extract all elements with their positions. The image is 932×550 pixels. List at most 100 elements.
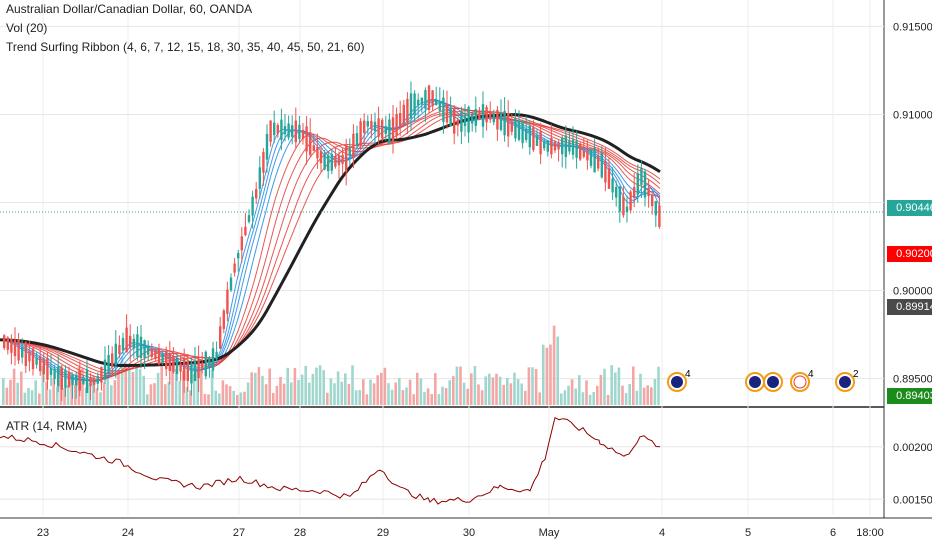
candle-body	[226, 289, 229, 314]
candle-body	[658, 205, 661, 227]
candle-body	[629, 191, 632, 211]
candle-body	[273, 122, 276, 136]
aud-event-icon[interactable]	[763, 372, 783, 392]
time-tick-label: 27	[233, 527, 245, 539]
volume-bar	[473, 366, 477, 405]
volume-bar	[311, 373, 315, 405]
candle-body	[35, 357, 38, 365]
volume-bar	[156, 372, 160, 405]
candle-body	[453, 108, 456, 134]
volume-bar	[567, 385, 570, 405]
volume-bar	[506, 377, 509, 405]
candle-body	[233, 263, 236, 273]
volume-bar	[70, 371, 73, 405]
volume-bar	[189, 390, 192, 405]
volume-bar	[534, 369, 538, 405]
candle-body	[96, 375, 99, 384]
candle-body	[265, 133, 269, 160]
candle-body	[204, 351, 207, 377]
volume-bar	[628, 383, 631, 405]
volume-bar	[599, 374, 603, 405]
aud-event-icon[interactable]: 2	[835, 369, 859, 392]
volume-bar	[340, 381, 343, 405]
candle-body	[355, 133, 359, 146]
candle-body	[341, 154, 344, 164]
volume-bar	[416, 372, 419, 405]
candle-body	[532, 127, 535, 151]
event-count: 4	[685, 369, 691, 380]
candle-body	[406, 98, 409, 123]
time-tick-label: 28	[294, 527, 306, 539]
candle-body	[114, 343, 117, 366]
candle-body	[456, 119, 459, 126]
aud-event-icon[interactable]: 4	[667, 369, 691, 392]
volume-bar	[491, 377, 495, 405]
volume-bar	[336, 371, 340, 405]
candle-body	[132, 338, 135, 349]
red-price-badge: 0.90200	[887, 246, 932, 262]
candle-body	[103, 359, 107, 380]
candle-body	[49, 367, 53, 375]
candle-body	[287, 123, 290, 138]
volume-bar	[347, 383, 351, 405]
green-price-badge: 0.89403	[887, 388, 932, 404]
candle-body	[539, 131, 542, 155]
candle-body	[413, 93, 416, 115]
volume-bar	[99, 392, 102, 405]
aud-event-icon[interactable]	[745, 372, 765, 392]
volume-bar	[563, 390, 567, 405]
volume-bar	[34, 380, 37, 405]
candle-body	[21, 346, 24, 358]
volume-bar	[128, 366, 131, 405]
candle-body	[319, 151, 323, 164]
volume-bar	[477, 384, 480, 405]
volume-bar	[16, 382, 19, 405]
candle-body	[402, 104, 405, 127]
candle-body	[611, 178, 614, 193]
volume-bar	[437, 394, 441, 405]
volume-bar	[459, 366, 462, 405]
candle-body	[478, 112, 481, 120]
candle-body	[150, 348, 153, 357]
volume-bar	[434, 373, 437, 405]
candle-body	[651, 194, 654, 207]
candle-body	[154, 350, 157, 359]
candle-body	[309, 132, 312, 155]
candle-body	[229, 277, 233, 291]
volume-bar	[354, 390, 358, 405]
candle-body	[467, 106, 470, 133]
volume-bar	[430, 394, 433, 405]
volume-bar	[513, 372, 516, 405]
candle-body	[553, 141, 557, 151]
volume-bar	[120, 356, 124, 405]
atr-indicator-label[interactable]: ATR (14, RMA)	[6, 419, 88, 433]
volume-bar	[351, 365, 354, 405]
candle-body	[211, 348, 215, 371]
volume-bar	[308, 382, 311, 405]
volume-bar	[423, 391, 426, 405]
volume-bar	[203, 393, 207, 405]
volume-bar	[329, 378, 333, 405]
volume-bar	[635, 390, 639, 405]
volume-bar	[232, 390, 235, 405]
volume-bar	[333, 383, 336, 405]
volume-bar	[297, 380, 300, 405]
volume-bar	[646, 385, 649, 405]
candle-body	[363, 120, 366, 133]
volume-bar	[236, 394, 239, 405]
candle-body	[460, 111, 463, 132]
candle-body	[550, 137, 553, 155]
volume-bar	[135, 365, 138, 405]
volume-indicator-label[interactable]: Vol (20)	[6, 21, 48, 35]
candle-body	[298, 124, 301, 139]
cad-event-icon[interactable]: 4	[790, 369, 814, 392]
candle-body	[46, 357, 49, 380]
time-tick-label: 24	[122, 527, 134, 539]
volume-bar	[588, 394, 592, 405]
symbol-title[interactable]: Australian Dollar/Canadian Dollar, 60, O…	[6, 2, 253, 16]
candle-body	[136, 334, 139, 357]
candle-body	[517, 120, 521, 140]
ribbon-indicator-label[interactable]: Trend Surfing Ribbon (4, 6, 7, 12, 15, 1…	[6, 40, 365, 54]
candle-body	[107, 354, 110, 375]
